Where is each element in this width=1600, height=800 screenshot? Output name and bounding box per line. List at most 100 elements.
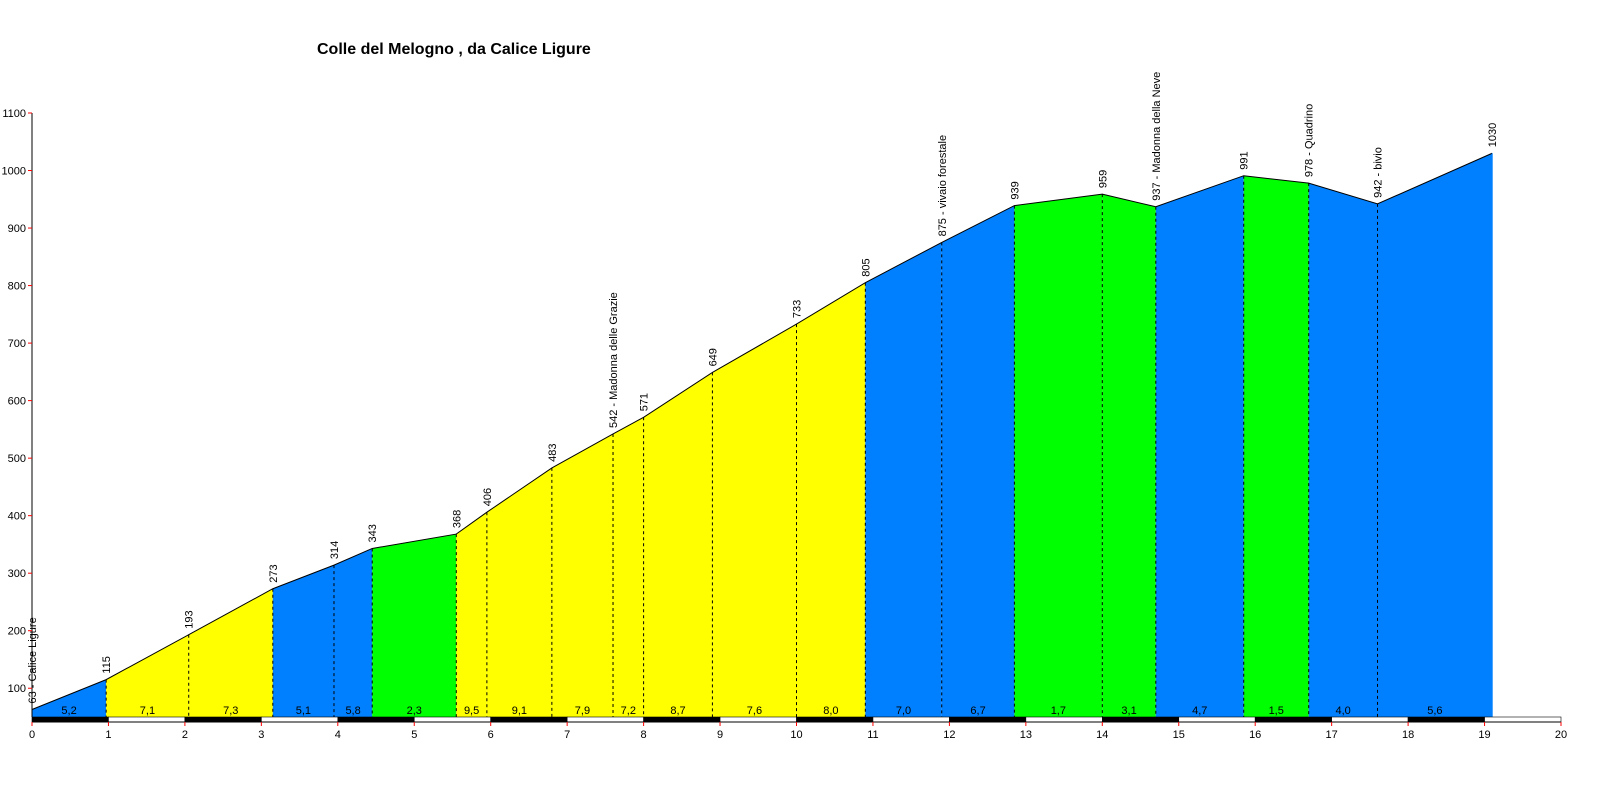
km-scale-cell [1025,716,1103,723]
x-tick-label: 8 [641,729,647,741]
gradient-label: 9,5 [464,705,479,717]
gradient-label: 2,3 [407,705,422,717]
y-tick-label: 300 [8,568,26,580]
x-tick-label: 18 [1402,729,1414,741]
gradient-label: 9,1 [512,705,527,717]
elevation-label: 115 [101,656,113,674]
elevation-label: 805 [860,258,872,276]
km-scale-cell [1484,716,1562,723]
km-scale-cell [261,716,339,723]
profile-segment-fill [865,242,942,717]
elevation-label: 733 [792,300,804,318]
gradient-label: 7,0 [896,705,911,717]
x-tick-label: 13 [1020,729,1032,741]
x-tick-label: 20 [1555,729,1567,741]
km-scale-cell [719,716,797,723]
km-scale-cell [108,716,186,723]
elevation-label: 63 - Calice Ligure [27,617,39,703]
profile-segment-fill [106,634,189,717]
profile-fills [32,153,1493,718]
gradient-label: 1,7 [1051,705,1066,717]
x-tick-label: 11 [867,729,878,741]
y-axis: 100 200 300 400 500 600 700 800 900 1000 1100 [2,108,33,717]
km-scale-cell [337,716,415,723]
elevation-label: 542 - Madonna delle Grazie [608,292,620,428]
km-scale-cell [490,716,568,723]
elevation-label: 939 [1009,181,1021,199]
elevation-label: 649 [707,348,719,366]
elevation-label: 368 [451,510,463,528]
x-tick-label: 12 [943,729,955,741]
gradient-labels: 5,2 7,1 7,3 5,1 5,8 2,3 9,5 9,1 7,9 7,2 8,7 7,6 8,0 7… [61,705,1442,717]
profile-segment-fill [551,433,614,717]
gradient-label: 8,0 [823,705,838,717]
y-tick-label: 800 [8,281,26,293]
km-scale-cell [184,716,262,723]
x-tick-label: 16 [1249,729,1261,741]
x-tick-label: 0 [29,729,35,741]
x-tick-label: 7 [564,729,570,741]
profile-segment-fill [796,282,866,717]
elevation-label: 937 - Madonna della Neve [1151,72,1163,201]
profile-segment-fill [1377,153,1493,717]
km-scale-cell [413,716,491,723]
chart-title: Colle del Melogno , da Calice Ligure [317,41,591,58]
km-scale-cell [566,716,644,723]
km-scale-cell [1178,716,1256,723]
km-scale-cell [1102,716,1180,723]
gradient-label: 8,7 [670,705,685,717]
km-scale-cell [796,716,874,723]
y-tick-label: 500 [8,453,26,465]
elevation-label: 991 [1239,151,1251,169]
profile-segment-fill [486,467,552,717]
elevation-label: 483 [547,444,559,462]
x-tick-label: 6 [488,729,494,741]
x-tick-label: 1 [105,729,111,741]
elevation-label: 314 [329,541,341,559]
x-tick-label: 9 [717,729,723,741]
x-tick-label: 3 [258,729,264,741]
km-scale-cell [1331,716,1409,723]
y-tick-label: 1100 [2,108,26,120]
gradient-label: 5,8 [345,705,360,717]
km-scale-cell [1407,716,1485,723]
elevation-label: 1030 [1487,123,1499,147]
elevation-label: 571 [639,393,651,411]
profile-segment-fill [32,679,107,717]
profile-segment-fill [712,324,797,717]
gradient-label: 3,1 [1121,705,1136,717]
gradient-label: 7,6 [747,705,762,717]
profile-segment-fill [941,205,1015,717]
km-scale-cell [31,716,109,723]
profile-segment-fill [333,548,373,717]
x-tick-label: 19 [1478,729,1490,741]
segment-dividers [105,175,1379,717]
y-tick-label: 1000 [2,166,26,178]
gradient-label: 4,7 [1192,705,1207,717]
profile-segment-fill [188,588,273,717]
y-tick-label: 100 [8,683,26,695]
gradient-label: 5,1 [296,705,311,717]
km-scale-cell [1254,716,1332,723]
km-scale-cell [949,716,1027,723]
x-tick-label: 17 [1326,729,1338,741]
elevation-labels: 63 - Calice Ligure 115 193 273 314 343 368 406 4… [27,72,1499,704]
gradient-label: 5,6 [1427,705,1442,717]
profile-segment-fill [1308,183,1378,717]
elevation-label: 875 - vivaio forestale [937,135,949,237]
x-tick-label: 5 [411,729,417,741]
gradient-label: 7,9 [575,705,590,717]
y-tick-label: 200 [8,626,26,638]
x-tick-label: 4 [335,729,341,741]
profile-segment-fill [372,534,457,717]
gradient-label: 7,3 [223,705,238,717]
elevation-label: 343 [367,524,379,542]
profile-segment-fill [1102,194,1156,717]
profile-segment-fill [1014,194,1103,717]
profile-outline [31,152,1493,717]
x-tick-label: 2 [182,729,188,741]
gradient-label: 5,2 [61,705,76,717]
gradient-label: 6,7 [970,705,985,717]
profile-segment-fill [1243,175,1309,718]
